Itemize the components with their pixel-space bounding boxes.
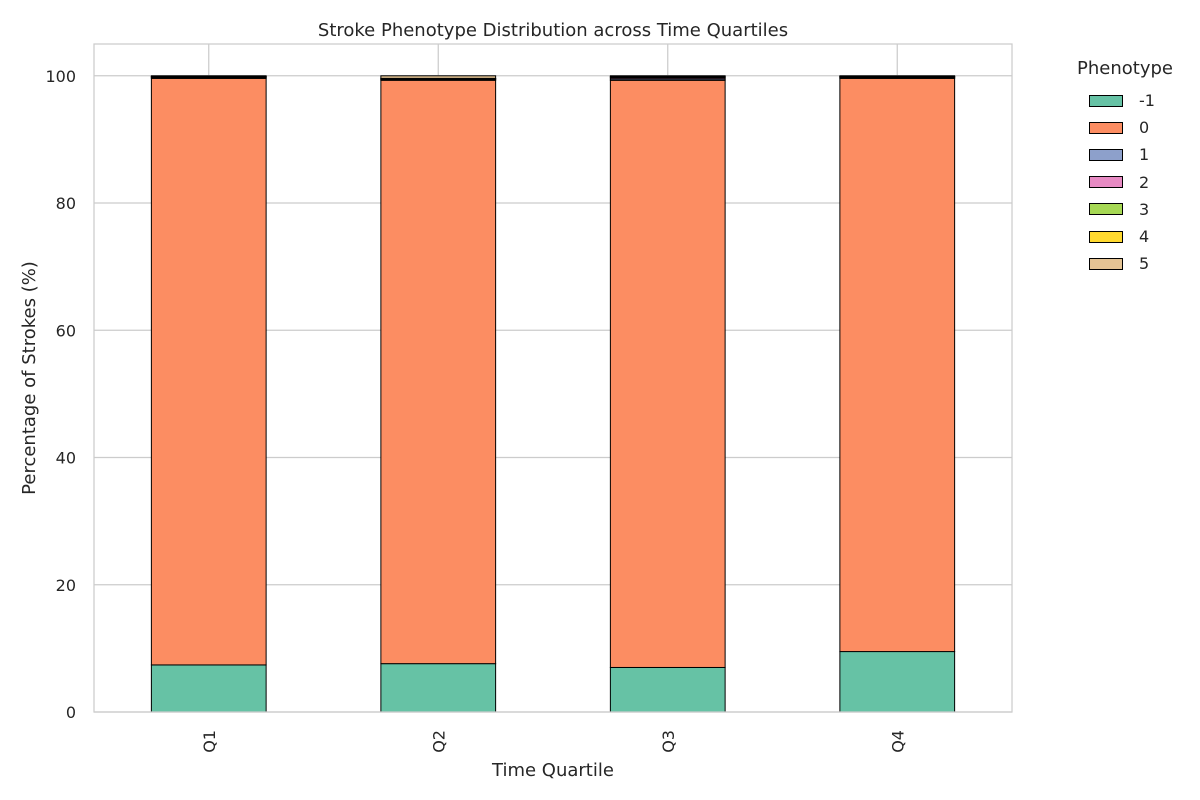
legend: Phenotype -1 0 1 2 3 4 5 xyxy=(1062,58,1188,277)
legend-title: Phenotype xyxy=(1077,58,1173,79)
bar-segment-q4-phenotype-0 xyxy=(839,651,956,713)
bar-segment-q2-phenotype-0 xyxy=(380,663,497,713)
legend-swatch xyxy=(1089,94,1123,107)
legend-items: -1 0 1 2 3 4 5 xyxy=(1062,87,1188,277)
y-tick-label: 20 xyxy=(56,576,76,595)
legend-swatch xyxy=(1089,230,1123,243)
legend-label: -1 xyxy=(1139,91,1155,111)
legend-label: 3 xyxy=(1139,199,1150,219)
bar-segment-q1-phenotype-0 xyxy=(150,664,267,713)
y-tick-label: 40 xyxy=(56,449,76,468)
bar-segment-q3-phenotype-1 xyxy=(609,79,726,668)
legend-label: 1 xyxy=(1139,145,1150,165)
x-axis-label: Time Quartile xyxy=(491,760,614,781)
legend-label: 4 xyxy=(1139,227,1150,247)
bar-segment-q4-phenotype-1 xyxy=(839,77,956,653)
bar-segment-q2-phenotype-1 xyxy=(380,79,497,665)
legend-item: 0 xyxy=(1062,114,1188,141)
legend-item: 4 xyxy=(1062,223,1188,250)
x-tick-label: Q3 xyxy=(659,730,678,753)
legend-item: 5 xyxy=(1062,250,1188,277)
y-tick-label: 0 xyxy=(66,703,76,722)
legend-item: 2 xyxy=(1062,169,1188,196)
plot-frame xyxy=(93,43,1013,713)
bar-segment-q3-phenotype-6 xyxy=(609,75,726,77)
legend-label: 0 xyxy=(1139,118,1150,138)
x-tick-label: Q1 xyxy=(200,730,219,753)
legend-item: 3 xyxy=(1062,196,1188,223)
legend-swatch xyxy=(1089,257,1123,270)
legend-item: -1 xyxy=(1062,87,1188,114)
x-tick-label: Q2 xyxy=(429,730,448,753)
bar-segment-q4-phenotype-6 xyxy=(839,75,956,77)
bar-segment-q3-phenotype-0 xyxy=(609,666,726,713)
y-tick-label: 60 xyxy=(56,321,76,340)
y-axis-ticks: 0 20 40 60 80 100 xyxy=(45,67,76,722)
bar-segment-q2-phenotype-6 xyxy=(380,75,497,79)
bar-segment-q1-phenotype-6 xyxy=(150,75,267,77)
y-tick-label: 80 xyxy=(56,194,76,213)
legend-item: 1 xyxy=(1062,141,1188,168)
legend-label: 2 xyxy=(1139,172,1150,192)
legend-swatch xyxy=(1089,121,1123,134)
legend-swatch xyxy=(1089,148,1123,161)
x-axis-ticks: Q1 Q2 Q3 Q4 xyxy=(200,730,908,753)
bar-segment-q1-phenotype-1 xyxy=(150,77,267,666)
chart-title: Stroke Phenotype Distribution across Tim… xyxy=(318,20,788,41)
legend-label: 5 xyxy=(1139,254,1150,274)
legend-swatch xyxy=(1089,176,1123,189)
bars xyxy=(150,75,956,713)
y-axis-label: Percentage of Strokes (%) xyxy=(19,261,40,495)
legend-swatch xyxy=(1089,203,1123,216)
y-tick-label: 100 xyxy=(45,67,76,86)
x-tick-label: Q4 xyxy=(888,730,907,753)
